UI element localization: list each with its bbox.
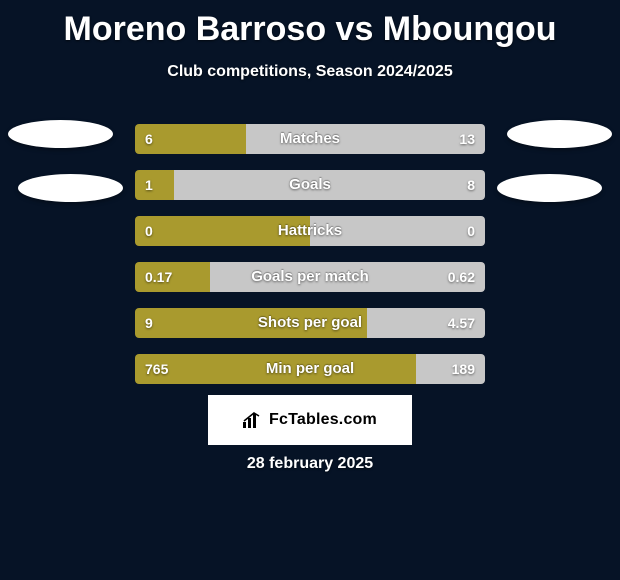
- page-title: Moreno Barroso vs Mboungou: [0, 0, 620, 49]
- stat-label: Goals: [135, 170, 485, 200]
- brand-badge: FcTables.com: [208, 395, 412, 445]
- ellipse-icon: [507, 120, 612, 148]
- stat-row-hattricks: 0 Hattricks 0: [135, 216, 485, 246]
- stat-right-value: 0.62: [448, 262, 475, 292]
- avatar-placeholder-right-2: [497, 174, 602, 202]
- stat-right-value: 0: [467, 216, 475, 246]
- page-subtitle: Club competitions, Season 2024/2025: [0, 63, 620, 81]
- stat-row-min-per-goal: 765 Min per goal 189: [135, 354, 485, 384]
- avatar-placeholder-right-1: [507, 120, 612, 148]
- stat-label: Hattricks: [135, 216, 485, 246]
- stat-row-shots-per-goal: 9 Shots per goal 4.57: [135, 308, 485, 338]
- chart-icon: [243, 412, 263, 428]
- ellipse-icon: [18, 174, 123, 202]
- stat-label: Matches: [135, 124, 485, 154]
- brand-text: FcTables.com: [269, 411, 377, 429]
- stat-row-goals-per-match: 0.17 Goals per match 0.62: [135, 262, 485, 292]
- avatar-placeholder-left-2: [18, 174, 123, 202]
- stat-label: Goals per match: [135, 262, 485, 292]
- stat-right-value: 189: [452, 354, 475, 384]
- avatar-placeholder-left-1: [8, 120, 113, 148]
- comparison-infographic: Moreno Barroso vs Mboungou Club competit…: [0, 0, 620, 580]
- ellipse-icon: [8, 120, 113, 148]
- stat-label: Min per goal: [135, 354, 485, 384]
- stat-bars-container: 6 Matches 13 1 Goals 8 0 Hattricks 0 0.1…: [135, 124, 485, 400]
- stat-label: Shots per goal: [135, 308, 485, 338]
- stat-right-value: 13: [459, 124, 475, 154]
- stat-right-value: 4.57: [448, 308, 475, 338]
- stat-row-matches: 6 Matches 13: [135, 124, 485, 154]
- stat-row-goals: 1 Goals 8: [135, 170, 485, 200]
- date-text: 28 february 2025: [0, 455, 620, 473]
- ellipse-icon: [497, 174, 602, 202]
- stat-right-value: 8: [467, 170, 475, 200]
